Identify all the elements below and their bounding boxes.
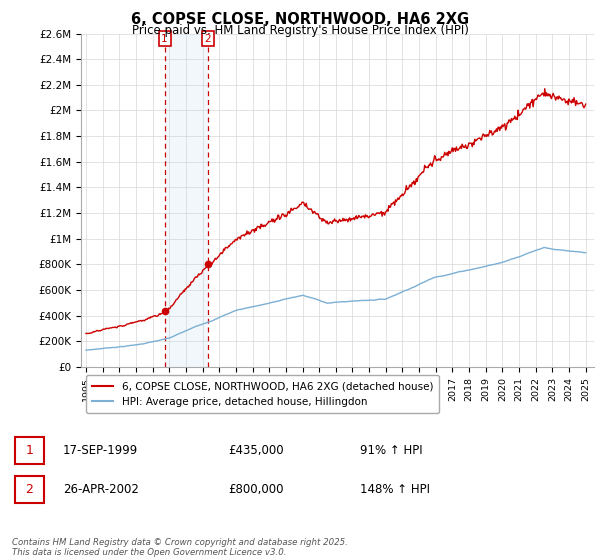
Text: £800,000: £800,000: [228, 483, 284, 496]
Text: 2: 2: [205, 34, 211, 44]
Text: £435,000: £435,000: [228, 444, 284, 457]
FancyBboxPatch shape: [15, 476, 44, 503]
Text: Price paid vs. HM Land Registry's House Price Index (HPI): Price paid vs. HM Land Registry's House …: [131, 24, 469, 37]
Text: 1: 1: [161, 34, 168, 44]
Text: 26-APR-2002: 26-APR-2002: [63, 483, 139, 496]
Text: 1: 1: [25, 444, 34, 457]
Bar: [164, 34, 208, 367]
Text: 91% ↑ HPI: 91% ↑ HPI: [360, 444, 422, 457]
Text: Contains HM Land Registry data © Crown copyright and database right 2025.
This d: Contains HM Land Registry data © Crown c…: [12, 538, 348, 557]
Text: 6, COPSE CLOSE, NORTHWOOD, HA6 2XG: 6, COPSE CLOSE, NORTHWOOD, HA6 2XG: [131, 12, 469, 27]
FancyBboxPatch shape: [15, 437, 44, 464]
Text: 2: 2: [25, 483, 34, 496]
Legend: 6, COPSE CLOSE, NORTHWOOD, HA6 2XG (detached house), HPI: Average price, detache: 6, COPSE CLOSE, NORTHWOOD, HA6 2XG (deta…: [86, 375, 439, 413]
Text: 17-SEP-1999: 17-SEP-1999: [63, 444, 138, 457]
Text: 148% ↑ HPI: 148% ↑ HPI: [360, 483, 430, 496]
